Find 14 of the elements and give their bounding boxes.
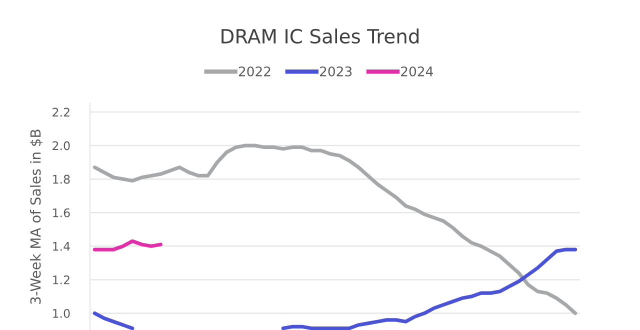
legend-label: 2024 [401,66,433,76]
y-tick-label: 1.2 [53,275,70,284]
legend-label: 2022 [238,66,270,76]
legend-label: 2023 [320,66,352,76]
y-tick-label: 1.0 [53,308,70,318]
chart-title: DRAM IC Sales Trend [222,28,419,44]
y-tick-label: 1.6 [53,208,70,218]
line-series [92,144,578,316]
line-series [92,239,162,252]
y-tick-label: 1.8 [53,174,70,184]
y-tick-label: 1.4 [53,242,70,251]
y-axis-title: 3-Week MA of Sales in $B [30,130,43,304]
y-tick-label: 2.0 [52,141,70,150]
y-tick-label: 2.2 [52,108,70,116]
